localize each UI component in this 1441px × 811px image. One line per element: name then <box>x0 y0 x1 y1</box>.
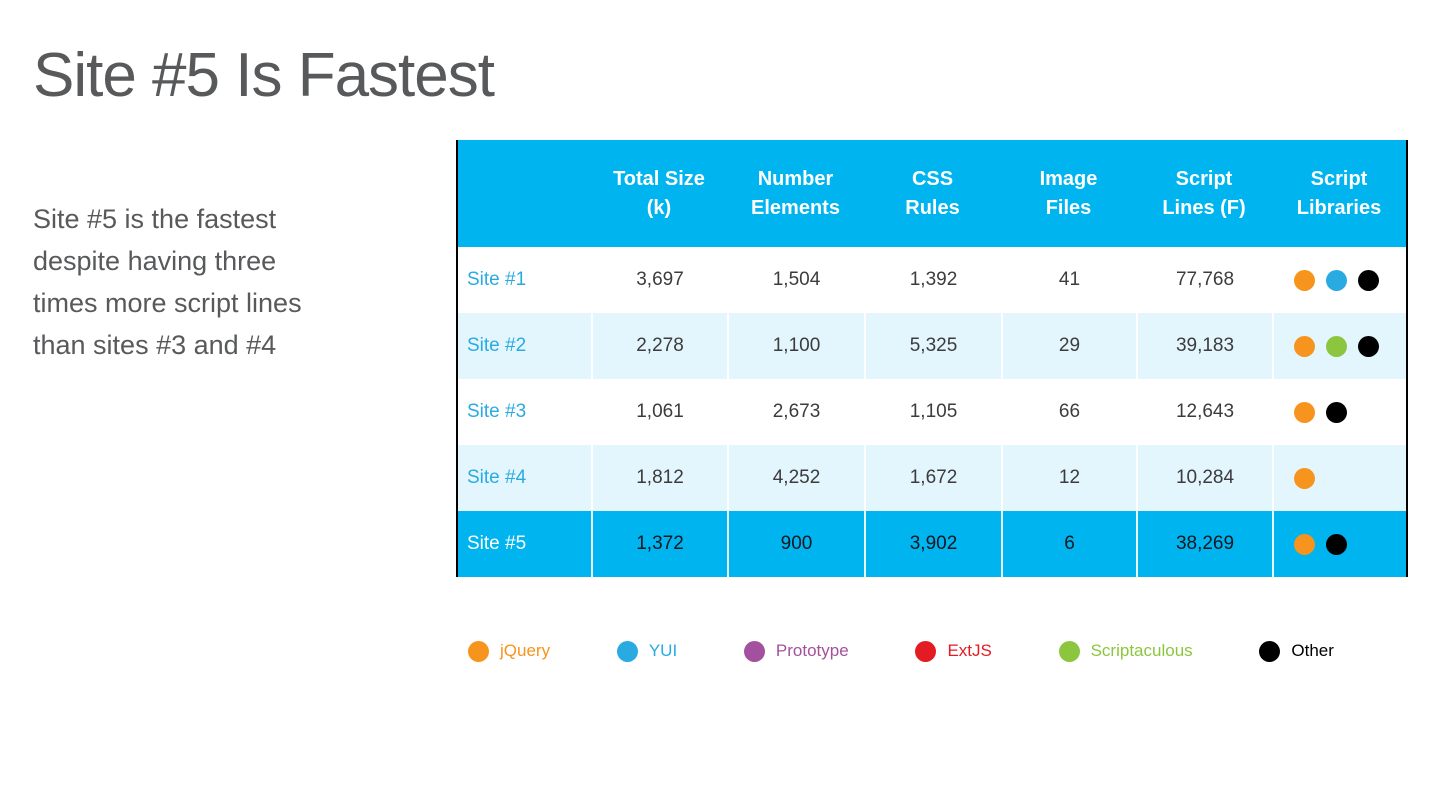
cell-value: 1,100 <box>727 313 864 379</box>
script-library-dots <box>1272 379 1406 445</box>
cell-value: 38,269 <box>1136 511 1272 577</box>
legend-item-jquery: jQuery <box>468 640 551 662</box>
cell-value: 1,504 <box>727 247 864 313</box>
cell-value: 77,768 <box>1136 247 1272 313</box>
cell-value: 12,643 <box>1136 379 1272 445</box>
scriptaculous-dot-icon <box>1058 640 1080 662</box>
table-row: Site #3 1,061 2,673 1,105 66 12,643 <box>458 379 1406 445</box>
yui-dot-icon <box>1326 269 1347 291</box>
legend: jQuery YUI Prototype ExtJS Scriptaculous… <box>456 637 1334 665</box>
script-library-dots <box>1272 511 1406 577</box>
jquery-dot-icon <box>1294 269 1315 291</box>
cell-value: 2,673 <box>727 379 864 445</box>
cell-value: 1,672 <box>864 445 1001 511</box>
jquery-dot-icon <box>1294 533 1315 555</box>
jquery-dot-icon <box>1294 335 1315 357</box>
other-dot-icon <box>1326 401 1347 423</box>
cell-value: 1,372 <box>591 511 727 577</box>
yui-dot-icon <box>616 640 638 662</box>
cell-value: 41 <box>1001 247 1136 313</box>
cell-value: 29 <box>1001 313 1136 379</box>
table-body: Site #1 3,697 1,504 1,392 41 77,768 Site #2 2,2… <box>458 247 1406 577</box>
column-header-site <box>458 140 591 247</box>
legend-label-jquery: jQuery <box>500 641 551 660</box>
site-label-link[interactable]: Site #4 <box>467 467 527 488</box>
table-row: Site #2 2,278 1,100 5,325 29 39,183 <box>458 313 1406 379</box>
legend-label-other: Other <box>1291 641 1334 660</box>
table-row: Site #5 1,372 900 3,902 6 38,269 <box>458 511 1406 577</box>
cell-value: 1,392 <box>864 247 1001 313</box>
cell-value: 12 <box>1001 445 1136 511</box>
scriptaculous-dot-icon <box>1326 335 1347 357</box>
legend-label-yui: YUI <box>648 641 678 660</box>
site-label-link[interactable]: Site #5 <box>467 533 527 554</box>
extjs-dot-icon <box>915 640 937 662</box>
column-header-script-libraries: Script Libraries <box>1296 167 1382 219</box>
legend-label-prototype: Prototype <box>775 641 849 660</box>
column-header-css-rules: CSS Rules <box>905 167 960 219</box>
jquery-dot-icon <box>1294 467 1315 489</box>
prototype-dot-icon <box>743 640 765 662</box>
cell-value: 3,697 <box>591 247 727 313</box>
other-dot-icon <box>1259 640 1281 662</box>
site-label-link[interactable]: Site #3 <box>467 401 527 422</box>
cell-value: 10,284 <box>1136 445 1272 511</box>
legend-item-yui: YUI <box>616 640 678 662</box>
other-dot-icon <box>1358 269 1379 291</box>
table-header-row: Total Size (k) Number Elements CSS Rules… <box>458 140 1406 247</box>
legend-label-extjs: ExtJS <box>947 641 992 660</box>
legend-item-extjs: ExtJS <box>915 640 992 662</box>
sites-comparison-table: Total Size (k) Number Elements CSS Rules… <box>456 140 1408 577</box>
cell-value: 66 <box>1001 379 1136 445</box>
site-label-link[interactable]: Site #2 <box>467 335 527 356</box>
jquery-dot-icon <box>468 640 489 662</box>
legend-item-scriptaculous: Scriptaculous <box>1058 640 1193 662</box>
script-library-dots <box>1272 313 1406 379</box>
cell-value: 2,278 <box>591 313 727 379</box>
script-library-dots <box>1272 445 1406 511</box>
cell-value: 39,183 <box>1136 313 1272 379</box>
column-header-image-files: Image Files <box>1039 167 1098 219</box>
table-row: Site #1 3,697 1,504 1,392 41 77,768 <box>458 247 1406 313</box>
cell-value: 6 <box>1001 511 1136 577</box>
legend-item-prototype: Prototype <box>743 640 849 662</box>
cell-value: 1,812 <box>591 445 727 511</box>
slide-body-text: Site #5 is the fastest despite having th… <box>33 204 302 360</box>
jquery-dot-icon <box>1294 401 1315 423</box>
cell-value: 3,902 <box>864 511 1001 577</box>
cell-value: 4,252 <box>727 445 864 511</box>
cell-value: 1,105 <box>864 379 1001 445</box>
column-header-total-size: Total Size (k) <box>613 167 705 219</box>
cell-value: 900 <box>727 511 864 577</box>
legend-item-other: Other <box>1259 640 1334 662</box>
column-header-script-lines: Script Lines (F) <box>1162 167 1246 219</box>
table-row: Site #4 1,812 4,252 1,672 12 10,284 <box>458 445 1406 511</box>
cell-value: 5,325 <box>864 313 1001 379</box>
slide-title: Site #5 Is Fastest <box>33 41 495 110</box>
column-header-number-elements: Number Elements <box>751 167 840 219</box>
other-dot-icon <box>1358 335 1379 357</box>
site-label-link[interactable]: Site #1 <box>467 269 527 290</box>
legend-label-scriptaculous: Scriptaculous <box>1090 641 1193 660</box>
other-dot-icon <box>1326 533 1347 555</box>
cell-value: 1,061 <box>591 379 727 445</box>
script-library-dots <box>1272 247 1406 313</box>
